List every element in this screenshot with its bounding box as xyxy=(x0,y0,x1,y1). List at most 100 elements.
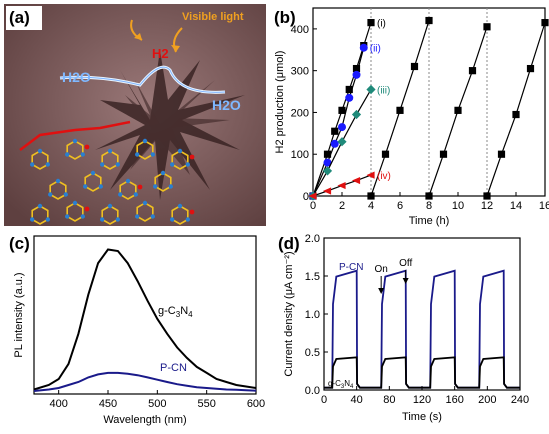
triazine-ring xyxy=(171,150,189,170)
y-tick-label: 300 xyxy=(291,66,309,78)
label-part: 3 xyxy=(341,384,345,390)
chart-d: 0 40 80 120 160 200 240 0.0 0.5 1.0 1.5 2.0 P-CN g-C3… xyxy=(283,233,529,423)
data-point xyxy=(331,127,339,135)
x-tick-label: 80 xyxy=(383,394,395,406)
nitrogen-atom xyxy=(63,192,68,197)
nitrogen-atom xyxy=(30,217,35,222)
nitrogen-atom xyxy=(133,192,138,197)
nitrogen-atom xyxy=(80,152,86,157)
nitrogen-atom xyxy=(65,214,70,219)
nitrogen-atom xyxy=(185,162,190,167)
nitrogen-atom xyxy=(150,152,155,157)
h2-annotation: H2 xyxy=(152,46,169,61)
x-tick-label: 550 xyxy=(197,398,215,410)
nitrogen-atom xyxy=(65,152,70,157)
x-tick-label: 16 xyxy=(539,200,549,212)
data-point xyxy=(351,109,362,120)
data-point xyxy=(351,176,361,185)
data-point xyxy=(337,181,346,190)
off-arrow-head-icon xyxy=(402,278,409,284)
electron-flow-curve-glow xyxy=(59,66,226,93)
panel-c: 400 450 500 550 600 g-C3N4 P-CN PL intensity (a… xyxy=(0,230,270,434)
triazine-ring xyxy=(136,202,154,222)
triazine-ring xyxy=(154,172,172,192)
label-part: 3 xyxy=(176,310,181,319)
nitrogen-atom xyxy=(48,192,53,197)
data-point xyxy=(366,171,375,179)
data-point xyxy=(425,16,433,25)
nitrogen-atom xyxy=(107,148,113,154)
x-tick-label: 240 xyxy=(511,394,529,406)
x-tick-label: 200 xyxy=(478,394,496,406)
series-label: (ii) xyxy=(370,44,381,55)
panel-b-label: (b) xyxy=(274,8,296,27)
nitrogen-atom xyxy=(135,214,140,219)
carbon-nitride-network xyxy=(30,138,195,225)
label-part: g-C xyxy=(158,305,176,317)
nitrogen-atom xyxy=(107,203,113,209)
data-point xyxy=(323,158,332,167)
nitrogen-atom xyxy=(37,148,43,154)
data-point xyxy=(330,139,339,148)
dopant-atom xyxy=(137,184,143,190)
data-point xyxy=(483,192,491,200)
nitrogen-atom xyxy=(177,203,183,209)
series-label-gc3n4: g-C3N4 xyxy=(328,379,354,390)
data-point xyxy=(483,23,491,31)
nitrogen-atom xyxy=(125,178,131,184)
nitrogen-atom xyxy=(30,162,35,167)
triazine-ring xyxy=(84,172,102,192)
series-line xyxy=(324,269,520,389)
x-axis-label: Wavelength (nm) xyxy=(103,414,186,426)
x-tick-label: 450 xyxy=(99,398,117,410)
x-tick-label: 8 xyxy=(426,200,432,212)
label-part: 4 xyxy=(188,310,193,319)
data-point xyxy=(366,84,376,95)
nitrogen-atom xyxy=(80,214,86,219)
series-label-pcn: P-CN xyxy=(339,262,363,273)
triazine-ring xyxy=(101,150,119,170)
nitrogen-atom xyxy=(45,217,50,222)
label-part: g-C xyxy=(328,379,341,388)
y-tick-label: 0.0 xyxy=(305,385,320,397)
x-tick-label: 10 xyxy=(452,200,464,212)
nitrogen-atom xyxy=(83,184,88,189)
x-tick-label: 120 xyxy=(413,394,431,406)
panel-a-label-box xyxy=(6,6,42,30)
x-tick-label: 400 xyxy=(49,398,67,410)
nitrogen-atom xyxy=(170,162,175,167)
nitrogen-atom xyxy=(115,217,121,222)
series-line xyxy=(33,248,257,391)
series-label-gc3n4: g-C3N4 xyxy=(158,305,193,319)
series-label-pcn: P-CN xyxy=(160,362,187,374)
visible-light-annotation: Visible light xyxy=(182,11,244,23)
data-point xyxy=(338,106,346,114)
nitrogen-atom xyxy=(142,138,148,144)
data-point xyxy=(468,67,477,75)
triazine-ring xyxy=(66,140,84,160)
x-axis-label: Time (h) xyxy=(409,215,450,227)
x-tick-label: 160 xyxy=(445,394,463,406)
catalyst-flake-cluster xyxy=(95,50,245,200)
data-point xyxy=(367,192,375,200)
data-point xyxy=(322,187,332,195)
nitrogen-atom xyxy=(168,184,173,189)
y-tick-label: 200 xyxy=(291,107,309,119)
arrow-head-icon xyxy=(171,45,180,52)
series-line xyxy=(486,22,546,197)
data-point xyxy=(541,19,549,27)
triazine-ring xyxy=(49,180,67,200)
data-point xyxy=(322,166,333,176)
y-tick-label: 0.5 xyxy=(305,347,320,359)
data-point xyxy=(526,64,535,73)
series-line xyxy=(33,371,257,392)
nitrogen-atom xyxy=(100,162,105,167)
h2o-annotation-left: H2O xyxy=(62,69,91,85)
panel-a-label: (a) xyxy=(9,8,30,27)
nitrogen-atom xyxy=(118,192,123,197)
y-tick-label: 100 xyxy=(291,149,309,161)
nitrogen-atom xyxy=(55,178,61,184)
data-point xyxy=(439,150,448,158)
data-point xyxy=(367,19,375,27)
y-axis-label: PL intensity (a.u.) xyxy=(13,272,25,357)
